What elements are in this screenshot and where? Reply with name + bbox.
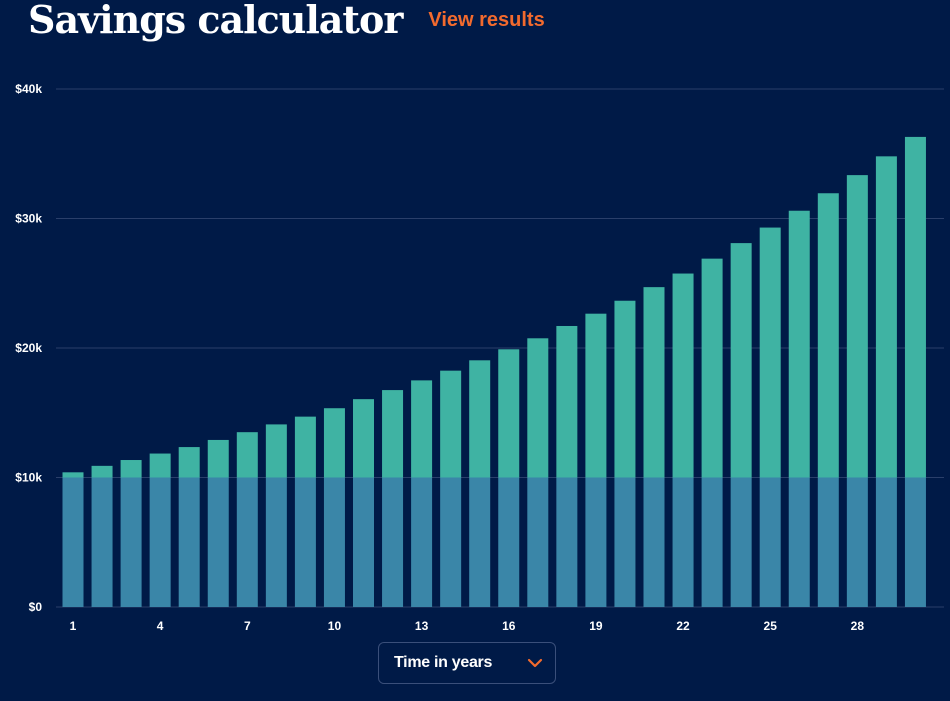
x-tick-label: 19 — [589, 619, 603, 633]
bar-interest[interactable] — [120, 460, 142, 478]
y-tick-label: $10k — [15, 471, 42, 485]
bar-interest[interactable] — [527, 338, 549, 478]
view-results-link[interactable]: View results — [428, 8, 545, 31]
bar-principal[interactable] — [411, 477, 433, 608]
dropdown-selected-label: Time in years — [394, 654, 493, 671]
bar-principal[interactable] — [556, 477, 578, 608]
x-axis-ticks: 1 4 7 10 13 16 19 22 25 28 — [70, 619, 865, 633]
header: Savings calculator View results — [28, 0, 545, 52]
bar-principal[interactable] — [353, 477, 374, 608]
bar-principal[interactable] — [236, 477, 258, 608]
bar-principal[interactable] — [469, 477, 491, 608]
x-tick-label: 4 — [157, 619, 164, 633]
x-tick-label: 25 — [764, 619, 778, 633]
chevron-down-icon — [527, 658, 543, 668]
bar-interest[interactable] — [846, 175, 868, 478]
bar-principal[interactable] — [149, 477, 171, 608]
bar-interest[interactable] — [614, 300, 636, 478]
bar-interest[interactable] — [382, 390, 404, 478]
bar-interest[interactable] — [759, 227, 781, 478]
bar-interest[interactable] — [411, 380, 433, 478]
bar-interest[interactable] — [323, 408, 345, 478]
chart-bars — [62, 136, 926, 608]
y-tick-label: $30k — [15, 212, 42, 226]
y-tick-label: $20k — [15, 341, 42, 355]
bar-interest[interactable] — [730, 243, 752, 478]
bar-principal[interactable] — [323, 477, 345, 608]
bar-principal[interactable] — [294, 477, 316, 608]
x-tick-label: 1 — [70, 619, 77, 633]
bar-principal[interactable] — [701, 477, 723, 608]
bar-principal[interactable] — [904, 477, 926, 608]
bar-interest[interactable] — [788, 210, 810, 478]
bar-principal[interactable] — [120, 477, 142, 608]
bar-interest[interactable] — [498, 349, 520, 478]
bar-principal[interactable] — [788, 477, 810, 608]
bar-principal[interactable] — [846, 477, 868, 608]
bar-principal[interactable] — [672, 477, 694, 608]
bar-interest[interactable] — [207, 439, 229, 478]
bar-interest[interactable] — [294, 416, 316, 478]
y-tick-label: $0 — [29, 600, 43, 614]
bar-principal[interactable] — [62, 477, 84, 608]
x-tick-label: 7 — [244, 619, 251, 633]
page-title: Savings calculator — [28, 0, 403, 42]
bar-interest[interactable] — [353, 399, 374, 478]
y-tick-label: $40k — [15, 82, 42, 96]
bar-interest[interactable] — [469, 360, 491, 478]
bar-principal[interactable] — [759, 477, 781, 608]
bar-interest[interactable] — [875, 156, 897, 478]
bar-principal[interactable] — [265, 477, 287, 608]
bar-principal[interactable] — [585, 477, 607, 608]
bar-interest[interactable] — [149, 453, 171, 478]
x-tick-label: 22 — [676, 619, 690, 633]
bar-interest[interactable] — [440, 370, 462, 478]
bar-interest[interactable] — [817, 193, 839, 478]
bar-interest[interactable] — [236, 432, 258, 478]
bar-principal[interactable] — [91, 477, 113, 608]
bar-principal[interactable] — [382, 477, 404, 608]
bar-interest[interactable] — [643, 287, 665, 478]
bar-interest[interactable] — [672, 273, 694, 478]
bar-interest[interactable] — [904, 136, 926, 478]
bar-interest[interactable] — [91, 465, 113, 478]
x-tick-label: 16 — [502, 619, 516, 633]
time-in-years-dropdown[interactable]: Time in years — [378, 642, 556, 684]
bar-interest[interactable] — [585, 313, 607, 478]
bar-principal[interactable] — [817, 477, 839, 608]
bar-principal[interactable] — [643, 477, 665, 608]
y-axis-ticks: $0 $10k $20k $30k $40k — [15, 82, 42, 614]
bar-interest[interactable] — [178, 447, 200, 478]
bar-principal[interactable] — [498, 477, 520, 608]
bar-interest[interactable] — [62, 472, 84, 478]
x-tick-label: 13 — [415, 619, 429, 633]
bar-principal[interactable] — [178, 477, 200, 608]
bar-interest[interactable] — [701, 258, 723, 478]
bar-principal[interactable] — [440, 477, 462, 608]
bar-interest[interactable] — [556, 325, 578, 478]
bar-principal[interactable] — [527, 477, 549, 608]
bar-interest[interactable] — [265, 424, 287, 478]
bar-principal[interactable] — [614, 477, 636, 608]
bar-principal[interactable] — [730, 477, 752, 608]
x-tick-label: 10 — [328, 619, 342, 633]
x-tick-label: 28 — [851, 619, 865, 633]
bar-principal[interactable] — [875, 477, 897, 608]
savings-bar-chart: $0 $10k $20k $30k $40k 1 4 7 10 13 16 19 22 25 28 — [15, 82, 944, 633]
bar-principal[interactable] — [207, 477, 229, 608]
